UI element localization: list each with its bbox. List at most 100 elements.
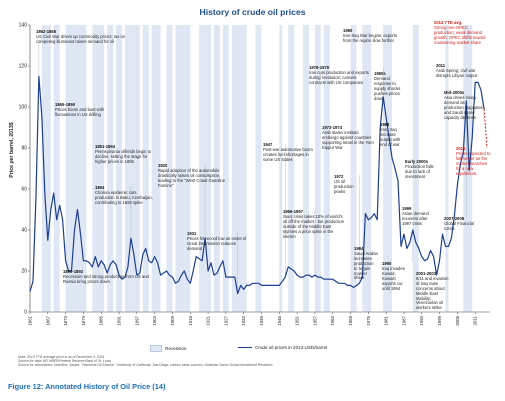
recession-band bbox=[41, 25, 51, 312]
annotation-year: 1865-1890 bbox=[55, 102, 76, 107]
annotation-year: 1890-1892 bbox=[63, 269, 84, 274]
note-annotation-source: Source for annotations: Hamilton, James.… bbox=[18, 363, 274, 367]
x-tick-label: 1987 bbox=[401, 315, 406, 325]
x-tick-label: 1945 bbox=[277, 315, 282, 325]
annotation-year: 1956-1957 bbox=[283, 209, 304, 214]
y-tick-label: 20 bbox=[21, 269, 27, 275]
x-tick-label: 1861 bbox=[28, 315, 33, 325]
recession-band bbox=[412, 25, 419, 312]
annotation-1920: 1920 Rapid adoption of the automobile dra… bbox=[158, 163, 228, 189]
x-tick-label: 1909 bbox=[170, 315, 175, 325]
annotation-1972: 1972 US oil production peaks bbox=[334, 174, 360, 195]
annotation-text: Pennsylvania oilfields begin to decline,… bbox=[95, 148, 152, 164]
recession-band bbox=[314, 25, 321, 312]
x-tick-label: 1927 bbox=[223, 315, 228, 325]
annotation-1980: 1980 Iran-Iraq War begins; exports from t… bbox=[343, 28, 398, 44]
recession-band bbox=[130, 25, 140, 312]
annotation-year: 1973-1974 bbox=[322, 125, 343, 130]
recession-band bbox=[383, 25, 387, 312]
annotation-1988: 1988 Iran, Iraq increase output with end … bbox=[380, 122, 408, 148]
annotation-2014: 2014 YTD avg. Strong non-OPEC production;… bbox=[434, 20, 486, 46]
annotation-2011: 2011 Arab Spring; civil war disrupts Liby… bbox=[436, 63, 480, 79]
annotation-text: Saudi Arabia increases production to reg… bbox=[354, 250, 378, 281]
recession-band bbox=[362, 25, 372, 312]
annotation-text: Recession and strong production from US … bbox=[63, 273, 149, 284]
annotation-text: Arab Spring; civil war disrupts Libyan o… bbox=[436, 67, 477, 78]
x-tick-label: 1897 bbox=[134, 315, 139, 325]
chart-axes: 0 20 40 60 80 100 120 140 1861 1867 1873 1879 1885 18… bbox=[19, 23, 490, 326]
recession-band bbox=[205, 25, 212, 312]
annotation-text: Suez crisis takes 10% of world's oil off… bbox=[283, 213, 345, 239]
annotation-year: 1894 bbox=[95, 185, 105, 190]
y-tick-label: 100 bbox=[19, 105, 28, 111]
annotation-text: Prices boom and bust with fluctuations i… bbox=[55, 106, 105, 117]
x-tick-label: 1885 bbox=[99, 315, 104, 325]
recession-band bbox=[323, 25, 330, 312]
recession-bands bbox=[41, 25, 473, 312]
price-line-swatch bbox=[238, 346, 252, 349]
annotation-text: Prices expected to fall further as the m… bbox=[456, 150, 491, 176]
annotation-year: 1920 bbox=[158, 163, 168, 168]
annotation-text: Iran, Iraq increase output with end of w… bbox=[380, 126, 401, 147]
annotation-text: Arab states institute embargo against co… bbox=[322, 129, 374, 150]
annotation-year: 2014 YTD avg. bbox=[434, 20, 463, 25]
recession-band bbox=[231, 25, 247, 312]
legend-recession-label: Recession bbox=[165, 346, 187, 351]
x-tick-label: 2011 bbox=[473, 315, 478, 325]
recession-band bbox=[386, 25, 393, 312]
annotation-year: 1891-1894 bbox=[95, 144, 116, 149]
y-axis-label: Price per barrel, 2013$ bbox=[9, 122, 15, 177]
recession-band bbox=[279, 25, 283, 312]
annotation-1978: 1978-1979 Iran cuts production and export… bbox=[309, 65, 369, 86]
annotation-text: Asian demand recovers after 1997 crisis bbox=[402, 210, 429, 226]
annotation-year: Early 2000s bbox=[405, 159, 429, 164]
x-tick-label: 1921 bbox=[206, 315, 211, 325]
recession-band bbox=[151, 25, 161, 312]
annotation-1980s: 1980s Demand response to supply shocks pu… bbox=[374, 71, 401, 101]
x-tick-label: 1879 bbox=[81, 315, 86, 325]
annotation-year: 2007-2008 bbox=[444, 216, 465, 221]
annotation-year: 1947 bbox=[263, 142, 273, 147]
x-tick-label: 1939 bbox=[259, 315, 264, 325]
annotation-text: Iraq invades Kuwait. Kuwaiti exports cut… bbox=[382, 265, 405, 291]
recession-band bbox=[53, 25, 60, 312]
annotation-2007: 2007-2008 Global Financial Crisis bbox=[444, 216, 480, 232]
annotation-2001: 2001-2003 9/11 and invasion of Iraq raise… bbox=[416, 271, 452, 311]
annotation-leader-lines bbox=[38, 40, 476, 294]
x-tick-label: 1981 bbox=[384, 315, 389, 325]
annotation-text: 9/11 and invasion of Iraq raise concerns… bbox=[416, 275, 449, 311]
x-tick-label: 1915 bbox=[188, 315, 193, 325]
annotation-1973: 1973-1974 Arab states institute embargo a… bbox=[322, 125, 376, 151]
y-tick-label: 40 bbox=[21, 228, 27, 234]
annotation-1894: 1894 Cholera epidemic cuts production in … bbox=[95, 185, 157, 206]
recession-band bbox=[463, 25, 473, 312]
x-tick-label: 1957 bbox=[312, 315, 317, 325]
x-tick-label: 1963 bbox=[330, 315, 335, 325]
annotation-year: 1984 bbox=[354, 246, 364, 251]
x-tick-label: 1873 bbox=[63, 315, 68, 325]
recession-band bbox=[288, 25, 295, 312]
annotation-text: Iran cuts production and exports during … bbox=[309, 69, 369, 85]
x-tick-label: 2005 bbox=[455, 315, 460, 325]
annotation-text: Global Financial Crisis bbox=[444, 220, 475, 231]
x-tick-label: 1933 bbox=[241, 315, 246, 325]
annotation-year: 1990 bbox=[382, 261, 392, 266]
annotation-year: 1931 bbox=[187, 231, 197, 236]
annotation-year: 1972 bbox=[334, 174, 344, 179]
annotation-1984: 1984 Saudi Arabia increases production to… bbox=[354, 246, 378, 281]
annotation-1890: 1890-1892 Recession and strong production… bbox=[63, 269, 158, 285]
annotation-year: 1988 bbox=[380, 122, 390, 127]
annotation-text: Post-war automotive boom creates fuel sh… bbox=[263, 146, 313, 162]
annotation-text: US oil production peaks bbox=[334, 178, 354, 194]
recession-band bbox=[255, 25, 262, 312]
annotation-2000s: Early 2000s Production falls due to lack … bbox=[405, 159, 439, 180]
x-tick-label: 1903 bbox=[152, 315, 157, 325]
annotation-1947: 1947 Post-war automotive boom creates fue… bbox=[263, 142, 313, 163]
x-tick-label: 1891 bbox=[117, 315, 122, 325]
annotation-1891: 1891-1894 Pennsylvania oilfields begin to… bbox=[95, 144, 153, 165]
annotation-text: Iran-Iraq War begins; exports from the r… bbox=[343, 32, 398, 43]
y-tick-label: 120 bbox=[19, 64, 28, 70]
annotation-text: US Civil War drives up commodity prices;… bbox=[36, 33, 126, 44]
recession-band bbox=[445, 25, 449, 312]
recession-band bbox=[175, 25, 185, 312]
